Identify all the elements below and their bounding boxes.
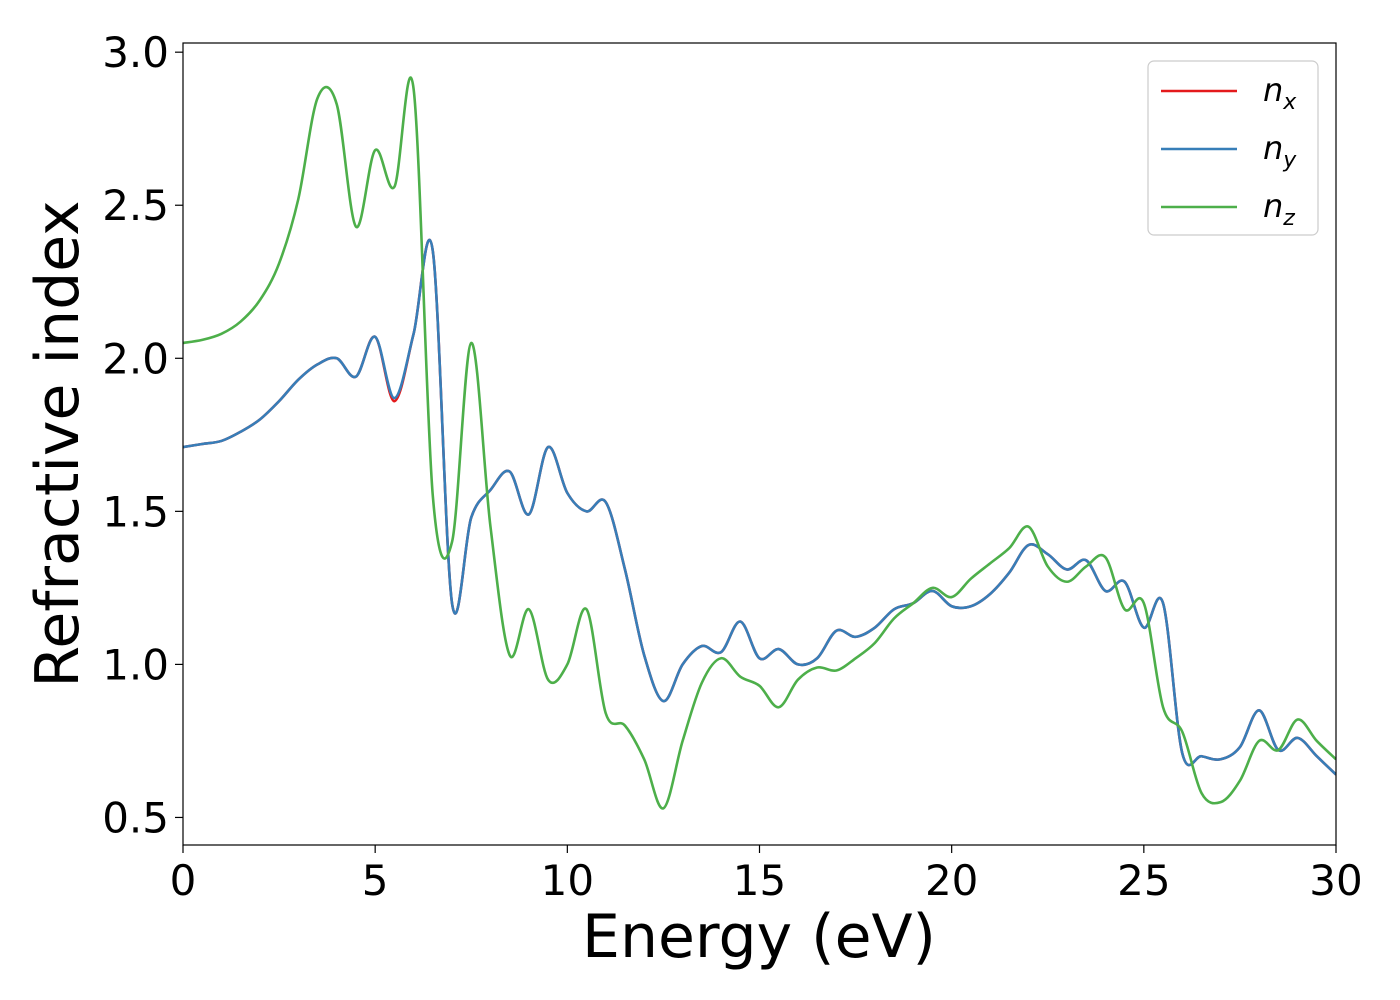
series-line-ny (183, 239, 1336, 776)
legend-label-nz: nz (1263, 187, 1295, 231)
x-tick-label: 15 (733, 856, 786, 905)
y-tick-label: 2.0 (102, 334, 169, 383)
x-tick-label: 5 (362, 856, 389, 905)
x-axis-title: Energy (eV) (582, 902, 936, 972)
y-tick-label: 0.5 (102, 793, 169, 842)
x-tick-label: 20 (925, 856, 978, 905)
series-group (183, 76, 1336, 810)
series-line-nz (183, 76, 1336, 810)
y-axis-ticks: 0.5 1.0 1.5 2.0 2.5 3.0 (102, 28, 183, 842)
x-axis-ticks: 0 5 10 15 20 25 30 (170, 845, 1363, 905)
plot-area (183, 43, 1336, 845)
legend-label-ny: ny (1263, 129, 1297, 173)
x-tick-label: 25 (1117, 856, 1170, 905)
legend-label-nx: nx (1263, 71, 1297, 115)
y-tick-label: 3.0 (102, 28, 169, 77)
y-tick-label: 2.5 (102, 181, 169, 230)
y-axis-title: Refractive index (23, 200, 93, 687)
y-tick-label: 1.0 (102, 640, 169, 689)
x-tick-label: 10 (541, 856, 594, 905)
legend: nx ny nz (1147, 60, 1319, 236)
x-tick-label: 30 (1309, 856, 1362, 905)
x-tick-label: 0 (170, 856, 197, 905)
y-tick-label: 1.5 (102, 487, 169, 536)
